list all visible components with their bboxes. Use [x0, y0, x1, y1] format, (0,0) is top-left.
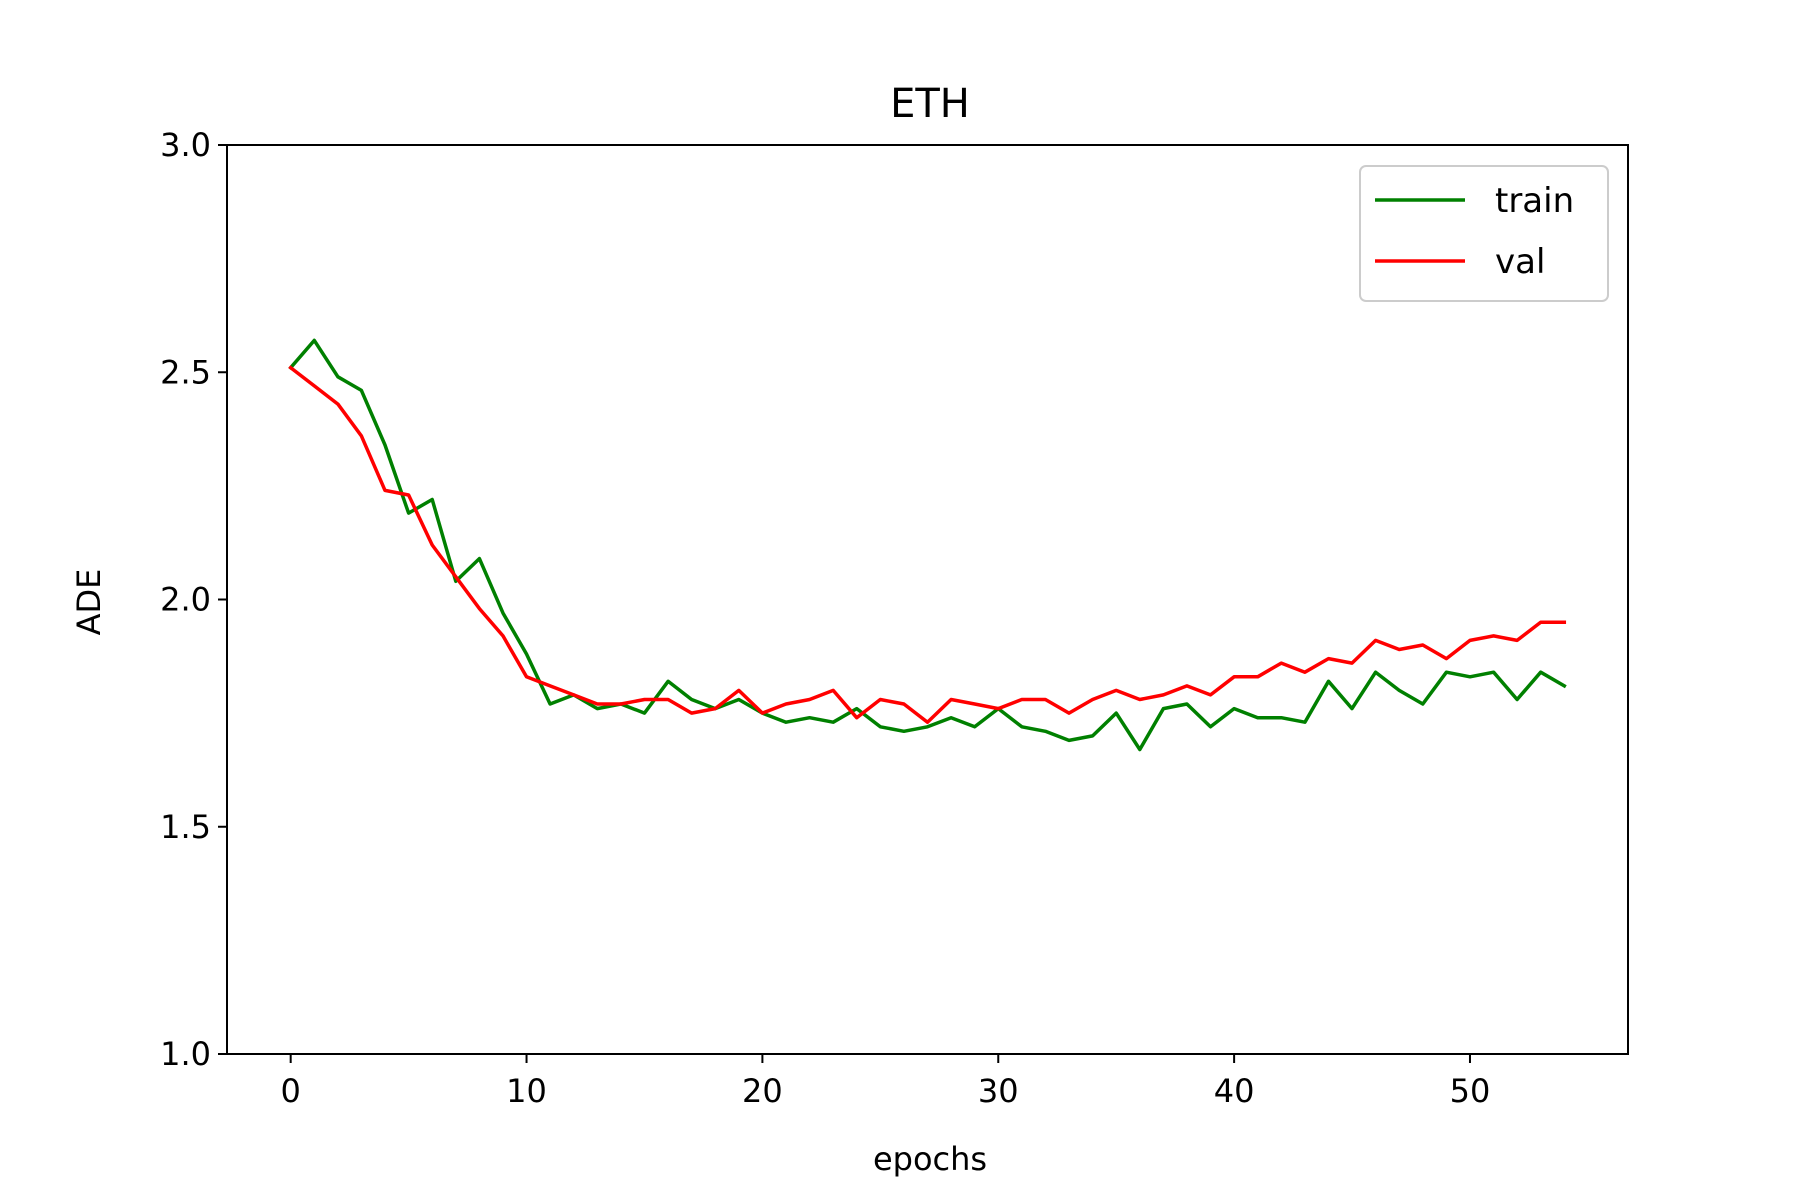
y-tick-label: 1.0 [160, 1035, 211, 1073]
x-tick-label: 10 [506, 1072, 547, 1110]
x-tick-label: 50 [1450, 1072, 1491, 1110]
series-line-train [288, 338, 1567, 752]
y-tick-label: 2.0 [160, 581, 211, 619]
y-tick-label: 2.5 [160, 353, 211, 391]
series-line-val [288, 365, 1567, 724]
legend-label-train: train [1495, 181, 1574, 221]
chart-title: ETH [890, 81, 970, 127]
y-tick-label: 1.5 [160, 808, 211, 846]
x-tick-label: 30 [978, 1072, 1019, 1110]
x-tick-label: 20 [742, 1072, 783, 1110]
legend-label-val: val [1495, 242, 1545, 282]
y-axis-label: ADE [70, 569, 108, 636]
x-axis-label: epochs [873, 1140, 987, 1178]
plot-area: 0 10 20 30 40 50 1.0 1.5 2.0 2.5 3.0 [160, 126, 1629, 1110]
x-tick-label: 0 [281, 1072, 301, 1110]
y-tick-label: 3.0 [160, 126, 211, 164]
x-tick-label: 40 [1214, 1072, 1255, 1110]
legend: train val [1359, 165, 1609, 302]
